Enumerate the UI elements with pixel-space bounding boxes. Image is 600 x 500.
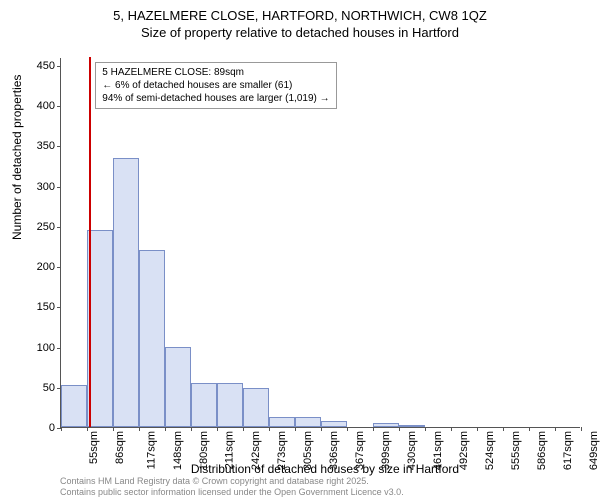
y-tick-mark [57, 146, 61, 147]
histogram-bar [373, 423, 399, 427]
y-tick-mark [57, 106, 61, 107]
marker-line [89, 57, 91, 427]
x-tick-mark [529, 427, 530, 431]
x-tick-mark [321, 427, 322, 431]
x-tick-mark [399, 427, 400, 431]
x-tick-mark [477, 427, 478, 431]
x-tick-mark [451, 427, 452, 431]
histogram-bar [217, 383, 243, 427]
x-tick-mark [87, 427, 88, 431]
footer-line1: Contains HM Land Registry data © Crown c… [60, 476, 404, 487]
chart-footer: Contains HM Land Registry data © Crown c… [60, 476, 404, 498]
histogram-bar [113, 158, 139, 427]
annotation-line2: ← 6% of detached houses are smaller (61) [102, 79, 329, 92]
chart-title-line2: Size of property relative to detached ho… [0, 25, 600, 40]
x-axis-label: Distribution of detached houses by size … [0, 462, 600, 476]
annotation-box: 5 HAZELMERE CLOSE: 89sqm ← 6% of detache… [95, 62, 336, 109]
x-tick-mark [243, 427, 244, 431]
x-tick-mark [139, 427, 140, 431]
plot-area: 5 HAZELMERE CLOSE: 89sqm ← 6% of detache… [60, 58, 580, 428]
x-tick-mark [217, 427, 218, 431]
histogram-bar [139, 250, 165, 427]
x-tick-mark [113, 427, 114, 431]
y-tick-mark [57, 187, 61, 188]
y-tick-mark [57, 348, 61, 349]
histogram-bar [243, 388, 269, 427]
histogram-bar [399, 425, 425, 427]
x-tick-mark [581, 427, 582, 431]
annotation-line1: 5 HAZELMERE CLOSE: 89sqm [102, 66, 329, 79]
x-tick-mark [373, 427, 374, 431]
footer-line2: Contains public sector information licen… [60, 487, 404, 498]
histogram-bar [295, 417, 321, 427]
histogram-bar [191, 383, 217, 427]
y-tick-mark [57, 227, 61, 228]
x-tick-mark [555, 427, 556, 431]
chart-title-line1: 5, HAZELMERE CLOSE, HARTFORD, NORTHWICH,… [0, 8, 600, 23]
histogram-bar [321, 421, 347, 427]
histogram-bar [269, 417, 295, 427]
x-tick-label: 55sqm [88, 431, 100, 464]
x-tick-mark [165, 427, 166, 431]
x-tick-mark [503, 427, 504, 431]
annotation-line3: 94% of semi-detached houses are larger (… [102, 92, 329, 105]
histogram-bar [61, 385, 87, 427]
histogram-bar [165, 347, 191, 427]
x-tick-label: 86sqm [114, 431, 126, 464]
y-axis-label: Number of detached properties [10, 75, 24, 240]
histogram-chart: 5, HAZELMERE CLOSE, HARTFORD, NORTHWICH,… [0, 0, 600, 500]
chart-title-block: 5, HAZELMERE CLOSE, HARTFORD, NORTHWICH,… [0, 0, 600, 40]
x-tick-mark [347, 427, 348, 431]
y-tick-mark [57, 307, 61, 308]
y-tick-mark [57, 267, 61, 268]
x-tick-mark [295, 427, 296, 431]
x-tick-mark [61, 427, 62, 431]
x-tick-mark [425, 427, 426, 431]
y-tick-mark [57, 66, 61, 67]
x-tick-mark [269, 427, 270, 431]
x-tick-mark [191, 427, 192, 431]
